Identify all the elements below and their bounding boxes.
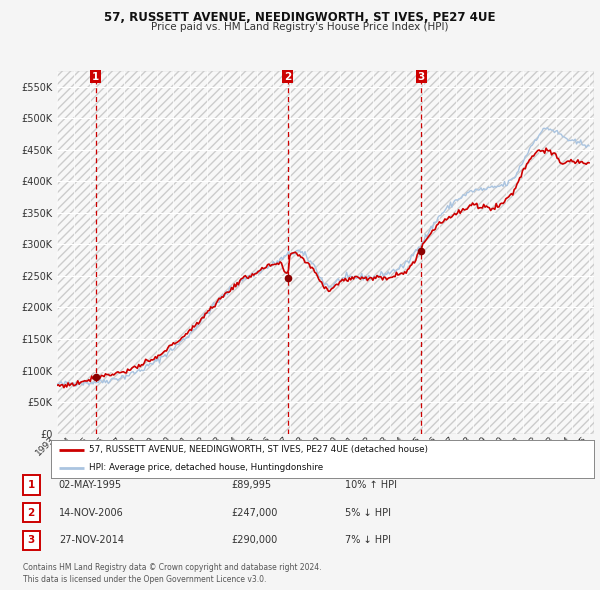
Text: Contains HM Land Registry data © Crown copyright and database right 2024.
This d: Contains HM Land Registry data © Crown c… <box>23 563 322 584</box>
Text: 7% ↓ HPI: 7% ↓ HPI <box>345 536 391 545</box>
Text: 3: 3 <box>418 71 425 81</box>
Text: Price paid vs. HM Land Registry's House Price Index (HPI): Price paid vs. HM Land Registry's House … <box>151 22 449 32</box>
Text: 14-NOV-2006: 14-NOV-2006 <box>59 508 124 517</box>
Text: 5% ↓ HPI: 5% ↓ HPI <box>345 508 391 517</box>
Text: £89,995: £89,995 <box>231 480 271 490</box>
Text: 57, RUSSETT AVENUE, NEEDINGWORTH, ST IVES, PE27 4UE (detached house): 57, RUSSETT AVENUE, NEEDINGWORTH, ST IVE… <box>89 445 428 454</box>
Text: 1: 1 <box>92 71 100 81</box>
Text: 1: 1 <box>28 480 35 490</box>
Text: 3: 3 <box>28 536 35 545</box>
Text: 02-MAY-1995: 02-MAY-1995 <box>59 480 122 490</box>
Text: 2: 2 <box>284 71 291 81</box>
Text: £247,000: £247,000 <box>231 508 277 517</box>
Text: 57, RUSSETT AVENUE, NEEDINGWORTH, ST IVES, PE27 4UE: 57, RUSSETT AVENUE, NEEDINGWORTH, ST IVE… <box>104 11 496 24</box>
Text: 2: 2 <box>28 508 35 517</box>
Text: HPI: Average price, detached house, Huntingdonshire: HPI: Average price, detached house, Hunt… <box>89 463 323 472</box>
Text: 10% ↑ HPI: 10% ↑ HPI <box>345 480 397 490</box>
Text: £290,000: £290,000 <box>231 536 277 545</box>
Text: 27-NOV-2014: 27-NOV-2014 <box>59 536 124 545</box>
